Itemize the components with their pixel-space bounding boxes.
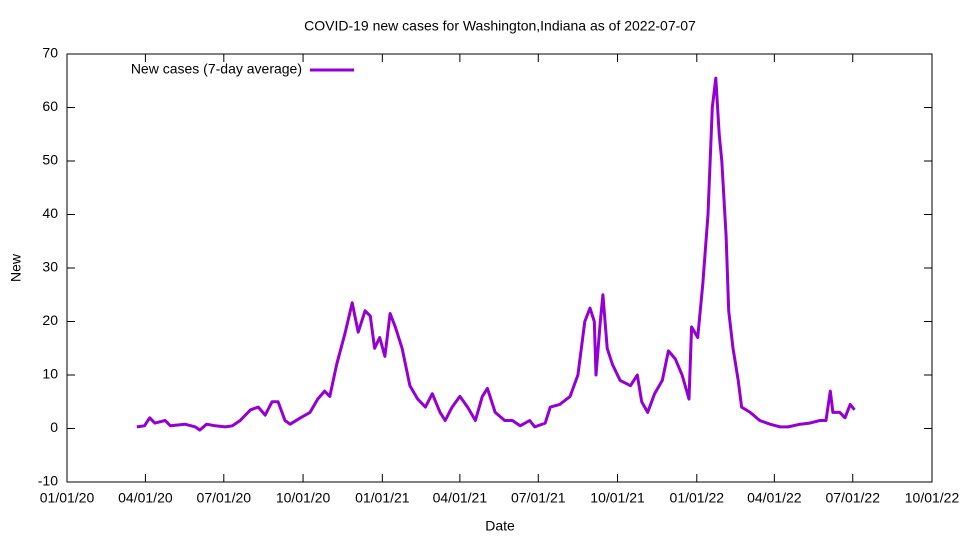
y-tick-label: -10 (38, 473, 58, 489)
x-tick-label: 04/01/20 (118, 490, 173, 506)
x-tick-label: 01/01/20 (40, 490, 95, 506)
x-tick-label: 04/01/22 (747, 490, 802, 506)
x-tick-label: 01/01/22 (670, 490, 725, 506)
y-tick-label: 50 (42, 152, 58, 168)
y-tick-label: 20 (42, 312, 58, 328)
x-tick-label: 10/01/22 (905, 490, 960, 506)
legend-label: New cases (7-day average) (131, 61, 302, 77)
y-tick-label: 40 (42, 205, 58, 221)
x-axis-label: Date (485, 518, 515, 534)
y-tick-label: 60 (42, 98, 58, 114)
x-tick-label: 07/01/20 (197, 490, 252, 506)
y-tick-label: 10 (42, 366, 58, 382)
y-tick-label: 70 (42, 45, 58, 61)
y-tick-label: 30 (42, 259, 58, 275)
y-axis-label: New (8, 253, 24, 282)
x-tick-label: 10/01/21 (590, 490, 645, 506)
x-tick-label: 01/01/21 (355, 490, 410, 506)
x-tick-label: 07/01/22 (825, 490, 880, 506)
x-tick-label: 04/01/21 (433, 490, 488, 506)
data-line (136, 76, 856, 432)
chart-title: COVID-19 new cases for Washington,Indian… (304, 18, 696, 34)
x-tick-label: 10/01/20 (276, 490, 331, 506)
y-tick-label: 0 (50, 419, 58, 435)
x-tick-label: 07/01/21 (511, 490, 566, 506)
